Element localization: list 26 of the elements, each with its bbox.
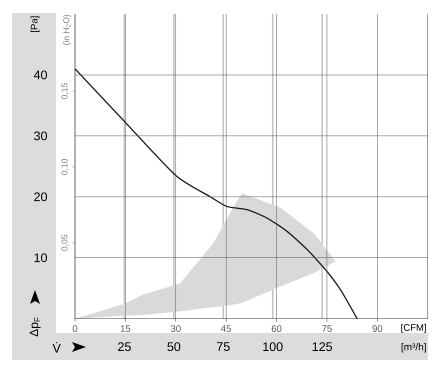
line-series <box>74 68 358 320</box>
y2-axis-title: (in H$_{2}$O) <box>63 14 71 45</box>
x-tick-label: 30 <box>170 325 181 332</box>
x2-tick-label: 50 <box>167 342 180 352</box>
x2-tick-label: 125 <box>312 342 332 352</box>
x2-tick-label: 25 <box>118 342 131 352</box>
x-tick-label: 60 <box>272 325 282 332</box>
x2-tick-label: 75 <box>216 342 230 351</box>
y-tick-label: 20 <box>34 192 47 202</box>
x-tick-label: 90 <box>372 325 382 332</box>
y-axis-title: [Pa] <box>30 16 40 32</box>
x-axis-title: [CFM] <box>401 324 426 333</box>
x-tick-label: 15 <box>120 325 130 332</box>
y-tick-label: 10 <box>34 253 47 262</box>
y2-tick-label: 0,05 <box>61 234 68 251</box>
y2-tick-label: 0,10 <box>61 159 68 175</box>
x-tick-label: 45 <box>221 325 232 332</box>
y-tick-label: 40 <box>34 70 47 80</box>
x2-tick-label: 100 <box>263 342 283 352</box>
x-tick-label: 75 <box>322 325 332 332</box>
text: Δp$_{F}$ <box>30 318 41 336</box>
text: V̇ <box>52 342 61 353</box>
x2-axis-title: [m³/h] <box>402 343 426 352</box>
x-tick-label: 0 <box>72 325 78 332</box>
y2-tick-label: 0,15 <box>61 83 68 100</box>
y-tick-label: 30 <box>34 131 47 140</box>
